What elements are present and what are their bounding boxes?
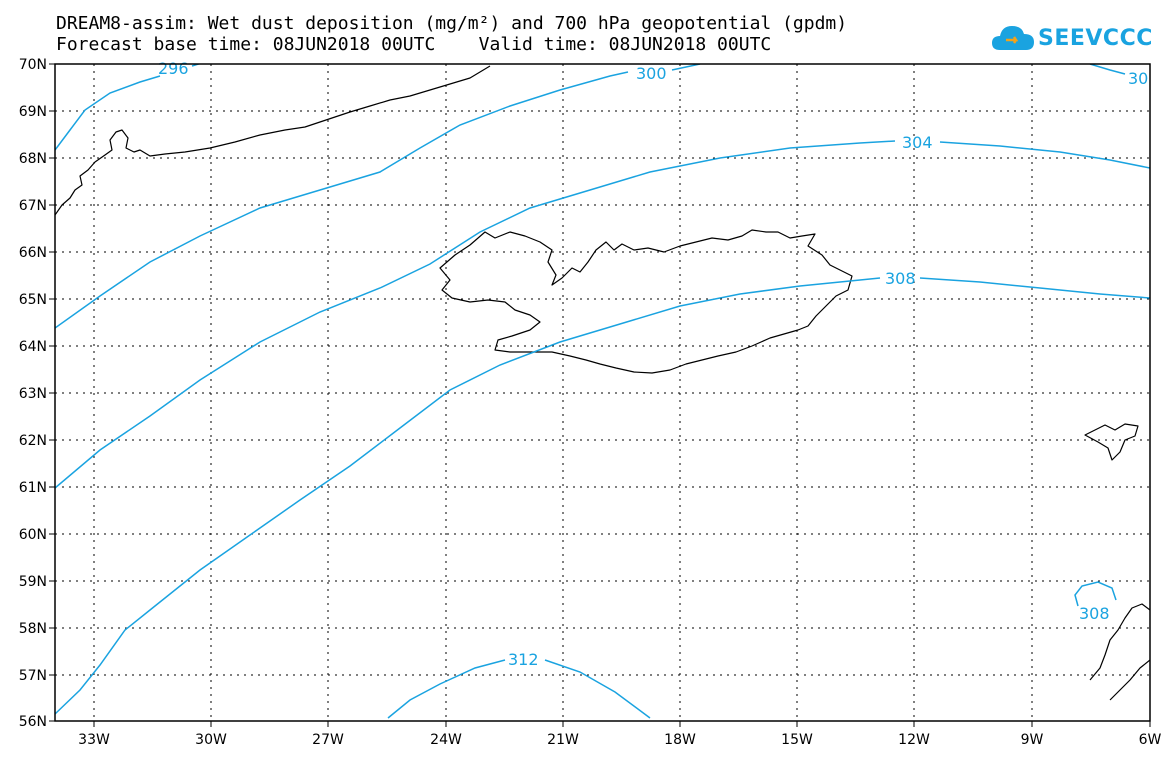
lat-label: 67N bbox=[19, 198, 47, 214]
lon-label: 30W bbox=[195, 732, 227, 748]
logo-text: SEEVCCC bbox=[1038, 26, 1153, 51]
lat-label: 58N bbox=[19, 621, 47, 637]
scotland-coast-2 bbox=[1109, 659, 1150, 701]
contour-300b bbox=[671, 64, 701, 71]
contour-label: 296 bbox=[158, 59, 189, 78]
contour-labels: 296 300 30 304 308 308 312 bbox=[158, 59, 1148, 669]
contour-308 bbox=[55, 277, 881, 715]
contour-296b bbox=[191, 64, 202, 67]
contour-label: 300 bbox=[636, 64, 667, 83]
lon-label: 12W bbox=[898, 732, 930, 748]
grid-lines bbox=[55, 64, 1150, 721]
map-title: DREAM8-assim: Wet dust deposition (mg/m²… bbox=[56, 13, 848, 34]
lon-label: 21W bbox=[547, 732, 579, 748]
lon-label: 27W bbox=[312, 732, 344, 748]
lat-label: 62N bbox=[19, 433, 47, 449]
cloud-icon bbox=[992, 26, 1034, 50]
contour-label: 308 bbox=[885, 269, 916, 288]
contour-312b bbox=[544, 659, 651, 719]
lat-label: 69N bbox=[19, 104, 47, 120]
lat-label: 60N bbox=[19, 527, 47, 543]
seevccc-logo: SEEVCCC bbox=[990, 20, 1153, 60]
geopotential-contours bbox=[55, 64, 1150, 719]
greenland-coast bbox=[55, 65, 491, 216]
coastlines bbox=[55, 65, 1150, 701]
lat-label: 63N bbox=[19, 386, 47, 402]
lat-label: 65N bbox=[19, 292, 47, 308]
lat-label: 56N bbox=[19, 714, 47, 730]
lon-label: 24W bbox=[430, 732, 462, 748]
lat-label: 57N bbox=[19, 668, 47, 684]
lon-label: 18W bbox=[664, 732, 696, 748]
contour-label: 30 bbox=[1128, 69, 1148, 88]
contour-300 bbox=[55, 71, 629, 329]
contour-label: 304 bbox=[902, 133, 933, 152]
tick-marks bbox=[49, 63, 1151, 727]
contour-296 bbox=[55, 75, 161, 151]
contour-304 bbox=[55, 140, 896, 489]
lon-label: 15W bbox=[781, 732, 813, 748]
map-subtitle: Forecast base time: 08JUN2018 00UTC Vali… bbox=[56, 34, 772, 55]
contour-308-small bbox=[1074, 581, 1117, 607]
latitude-labels: 70N 69N 68N 67N 66N 65N 64N 63N 62N 61N … bbox=[19, 57, 47, 730]
contour-308b bbox=[919, 277, 1150, 299]
scotland-coast bbox=[1089, 603, 1150, 681]
lat-label: 61N bbox=[19, 480, 47, 496]
contour-label: 312 bbox=[508, 650, 539, 669]
lon-label: 33W bbox=[78, 732, 110, 748]
faroe-coast bbox=[1084, 423, 1139, 461]
contour-304b bbox=[939, 141, 1150, 169]
longitude-labels: 33W 30W 27W 24W 21W 18W 15W 12W 9W 6W bbox=[78, 732, 1161, 748]
lat-label: 70N bbox=[19, 57, 47, 73]
contour-300c bbox=[1089, 64, 1126, 75]
lon-label: 9W bbox=[1021, 732, 1044, 748]
iceland-coast bbox=[439, 229, 853, 374]
contour-312 bbox=[387, 659, 506, 719]
lat-label: 68N bbox=[19, 151, 47, 167]
lon-label: 6W bbox=[1139, 732, 1162, 748]
lat-label: 59N bbox=[19, 574, 47, 590]
lat-label: 64N bbox=[19, 339, 47, 355]
contour-label: 308 bbox=[1079, 604, 1110, 623]
lat-label: 66N bbox=[19, 245, 47, 261]
